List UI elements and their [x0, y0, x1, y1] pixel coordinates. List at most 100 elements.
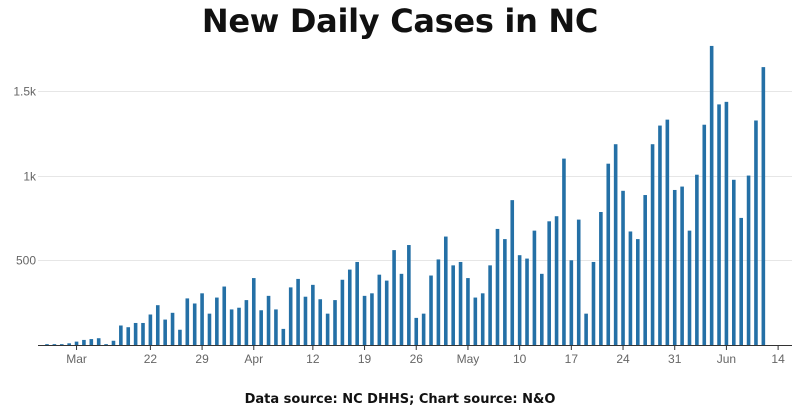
- bar: [532, 230, 537, 346]
- chart-title: New Daily Cases in NC: [201, 2, 599, 40]
- bar: [259, 310, 263, 345]
- bar: [702, 124, 707, 345]
- bar: [672, 189, 677, 345]
- bar: [540, 273, 544, 345]
- x-axis-ticks: Mar 22 29 Apr 12 19 26 May 10 17 24 31 Jun 14: [66, 345, 785, 366]
- x-tick-label: 24: [616, 352, 630, 366]
- bar: [466, 278, 470, 345]
- bar: [229, 309, 234, 345]
- gridlines: [38, 91, 792, 261]
- bars: [45, 45, 766, 346]
- bar: [244, 300, 249, 345]
- bar: [126, 327, 131, 345]
- y-tick-label: 500: [16, 254, 36, 268]
- bar: [658, 125, 662, 345]
- bar: [45, 344, 49, 345]
- bar: [746, 175, 751, 345]
- bar: [133, 322, 138, 345]
- bar: [761, 67, 766, 346]
- bar: [576, 219, 581, 345]
- x-tick-label: 31: [668, 352, 682, 366]
- bar: [569, 260, 574, 345]
- bar: [709, 45, 714, 346]
- bar: [436, 259, 441, 345]
- bar: [451, 265, 455, 345]
- x-tick-label: 22: [144, 352, 158, 366]
- bar: [185, 298, 190, 345]
- x-tick-label: Mar: [66, 352, 87, 366]
- bar: [636, 239, 640, 345]
- y-tick-label: 1k: [23, 170, 37, 184]
- bar: [318, 299, 323, 345]
- bar: [695, 174, 699, 345]
- x-tick-label: 26: [410, 352, 424, 366]
- bar: [606, 163, 611, 345]
- bar: [266, 295, 271, 345]
- x-tick-label: 17: [565, 352, 579, 366]
- x-tick-label: 14: [771, 352, 785, 366]
- bar: [547, 221, 551, 345]
- bar: [392, 250, 396, 345]
- bar: [650, 144, 655, 345]
- bar: [717, 104, 721, 345]
- x-tick-label: Jun: [717, 352, 736, 366]
- bar: [407, 245, 411, 345]
- bar: [163, 319, 167, 345]
- bar: [754, 120, 758, 346]
- y-tick-label: 1.5k: [13, 85, 37, 99]
- bar: [495, 228, 500, 345]
- bar: [281, 328, 286, 345]
- bar: [192, 303, 197, 345]
- bar: [215, 297, 219, 345]
- bar: [443, 236, 448, 345]
- bar: [222, 286, 227, 345]
- bar: [687, 230, 692, 346]
- bar: [562, 158, 566, 345]
- bar: [178, 329, 182, 345]
- bar: [155, 305, 160, 345]
- y-axis-ticks: 500 1k 1.5k: [13, 85, 37, 268]
- bar: [739, 217, 743, 345]
- bar: [362, 295, 367, 345]
- bar: [311, 284, 315, 345]
- bar: [340, 279, 345, 345]
- bar: [399, 273, 404, 345]
- bar: [148, 314, 153, 345]
- bar: [421, 313, 426, 345]
- bar: [347, 269, 352, 345]
- data-source-note: Data source: NC DHHS; Chart source: N&O: [244, 392, 556, 407]
- bar: [89, 339, 94, 345]
- bar: [274, 309, 278, 345]
- bar: [414, 317, 419, 345]
- bar: [170, 312, 175, 345]
- bar: [665, 119, 670, 345]
- bar: [200, 293, 204, 345]
- x-tick-label: 10: [513, 352, 527, 366]
- bar: [525, 258, 529, 345]
- bar: [59, 344, 64, 345]
- bar: [141, 322, 145, 345]
- x-tick-label: 12: [306, 352, 320, 366]
- bar: [473, 297, 478, 345]
- bar: [480, 293, 485, 345]
- bar: [111, 340, 116, 345]
- bar: [355, 261, 359, 345]
- bar: [104, 344, 108, 345]
- bar: [517, 255, 522, 345]
- bar: [377, 274, 382, 345]
- bar: [119, 325, 123, 345]
- x-tick-label: Apr: [244, 352, 263, 366]
- bar: [251, 278, 256, 345]
- bar: [503, 239, 507, 345]
- bar: [67, 343, 71, 345]
- bar: [643, 195, 647, 345]
- bar: [296, 278, 300, 345]
- bar: [488, 265, 492, 345]
- bar: [554, 216, 559, 345]
- bar: [237, 307, 241, 345]
- bar: [458, 261, 463, 345]
- x-tick-label: May: [457, 352, 480, 366]
- bar: [724, 101, 729, 345]
- bar: [599, 211, 603, 345]
